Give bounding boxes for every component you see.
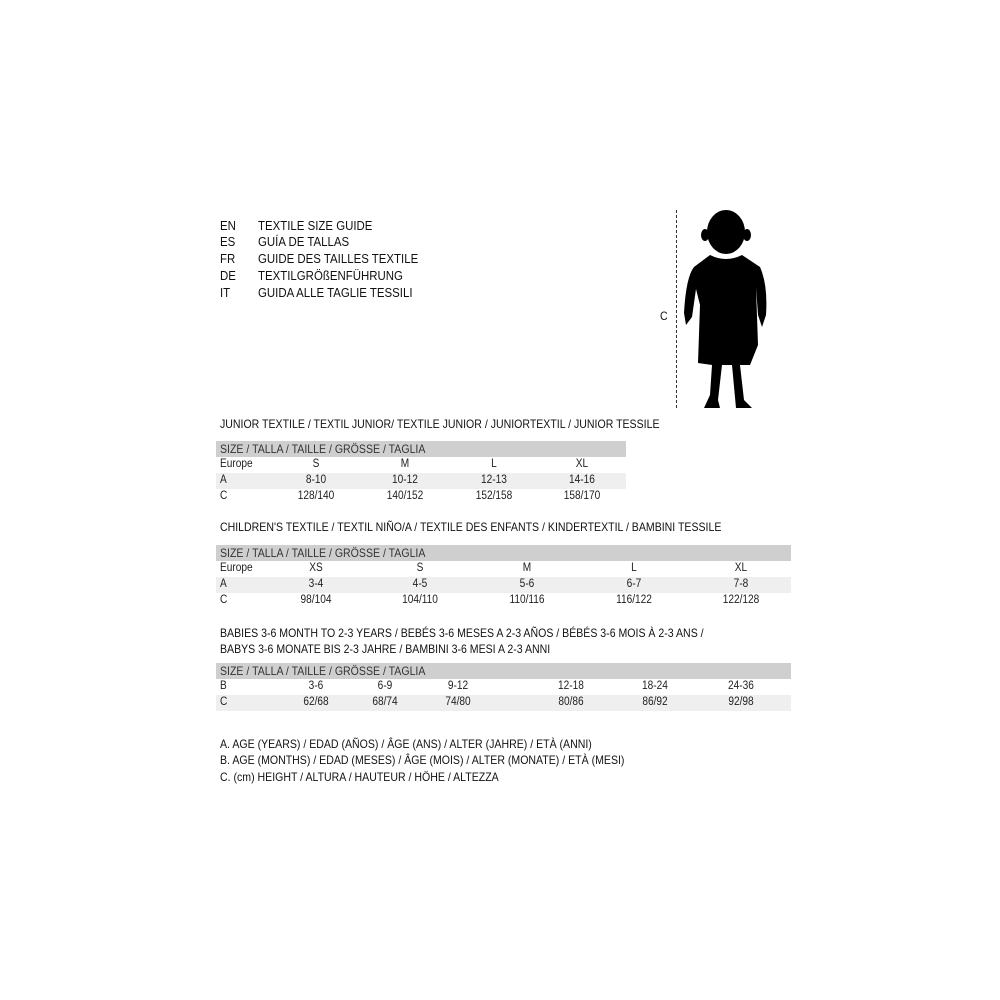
babies-title-line1: BABIES 3-6 MONTH TO 2-3 YEARS / BEBÉS 3-… [220,626,704,640]
lang-title: GUÍA DE TALLAS [258,234,350,249]
table-cell: 9-12 [447,680,469,692]
lang-title: GUIDE DES TAILLES TEXTILE [258,251,419,266]
child-silhouette-icon [684,210,767,408]
table-cell: 80/86 [558,696,584,708]
table-cell: 14-16 [569,474,595,486]
table-cell: 86/92 [642,696,668,708]
table-cell: 12-18 [558,680,584,692]
table-cell: 18-24 [642,680,668,692]
table-cell: 158/170 [563,490,601,502]
table-cell: XL [575,458,589,470]
lang-title: TEXTILE SIZE GUIDE [258,218,373,233]
table-cell: 5-6 [519,578,535,590]
junior-title: JUNIOR TEXTILE / TEXTIL JUNIOR/ TEXTILE … [220,417,660,431]
lang-code: DE [220,268,236,283]
table-cell: L [631,562,637,574]
table-cell: 128/140 [297,490,335,502]
table-cell: 8-10 [305,474,327,486]
height-label: C [660,309,668,323]
row-shade [216,695,791,711]
row-shade [216,473,626,489]
legend-a: A. AGE (YEARS) / EDAD (AÑOS) / ÂGE (ANS)… [220,737,592,751]
junior-size-header [216,441,626,457]
table-cell: 104/110 [402,594,438,606]
row-label: A [220,578,227,590]
children-title: CHILDREN'S TEXTILE / TEXTIL NIÑO/A / TEX… [220,520,722,534]
table-cell: 6-9 [377,680,393,692]
table-cell: 74/80 [445,696,471,708]
table-cell: 24-36 [728,680,754,692]
table-cell: 152/158 [475,490,513,502]
table-cell: M [522,562,532,574]
height-dashed-line [676,210,677,408]
lang-title: GUIDA ALLE TAGLIE TESSILI [258,285,413,300]
lang-code: FR [220,251,236,266]
table-cell: XS [309,562,323,574]
row-label: B [220,680,227,692]
table-cell: 62/68 [303,696,329,708]
babies-size-header-text: SIZE / TALLA / TAILLE / GRÖSSE / TAGLIA [220,664,426,678]
table-cell: 122/128 [722,594,760,606]
row-label: Europe [220,458,253,470]
row-label: Europe [220,562,253,574]
table-cell: 110/116 [509,594,545,606]
row-label: C [220,696,228,708]
children-size-header [216,545,791,561]
table-cell: 116/122 [616,594,652,606]
table-cell: 6-7 [626,578,642,590]
legend-b: B. AGE (MONTHS) / EDAD (MESES) / ÂGE (MO… [220,753,625,767]
lang-title: TEXTILGRÖßENFÜHRUNG [258,268,403,283]
lang-code: EN [220,218,236,233]
table-cell: L [491,458,497,470]
table-cell: S [312,458,320,470]
lang-code: ES [220,234,236,249]
table-cell: 92/98 [728,696,754,708]
table-cell: XL [734,562,748,574]
table-cell: 98/104 [300,594,332,606]
table-cell: 68/74 [372,696,398,708]
table-cell: 12-13 [481,474,507,486]
babies-size-header [216,663,791,679]
row-label: C [220,490,228,502]
row-shade [216,577,791,593]
lang-code: IT [220,285,231,300]
table-cell: 4-5 [412,578,428,590]
table-cell: M [400,458,410,470]
table-cell: 3-6 [308,680,324,692]
children-size-header-text: SIZE / TALLA / TAILLE / GRÖSSE / TAGLIA [220,546,426,560]
table-cell: S [416,562,424,574]
row-label: A [220,474,227,486]
table-cell: 10-12 [392,474,418,486]
junior-size-header-text: SIZE / TALLA / TAILLE / GRÖSSE / TAGLIA [220,442,426,456]
table-cell: 140/152 [386,490,424,502]
row-label: C [220,594,228,606]
babies-title-line2: BABYS 3-6 MONATE BIS 2-3 JAHRE / BAMBINI… [220,642,551,656]
table-cell: 3-4 [308,578,324,590]
legend-c: C. (cm) HEIGHT / ALTURA / HAUTEUR / HÖHE… [220,770,499,784]
table-cell: 7-8 [733,578,749,590]
